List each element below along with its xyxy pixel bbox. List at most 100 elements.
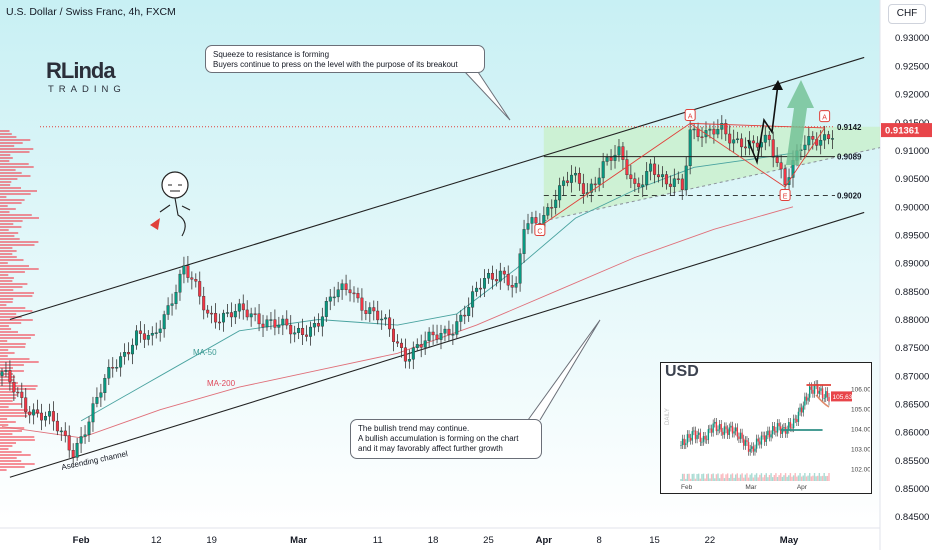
volume-profile-bar [0,280,13,282]
bull-candle [233,311,237,318]
bear-candle [680,178,684,190]
price-levels: 0.9142 0.9089 0.9020 [40,123,862,201]
bear-candle [8,370,12,383]
bear-candle [55,420,59,432]
channel-upper-line [9,56,865,321]
inset-volume-bar [783,475,785,481]
bear-candle [285,318,289,326]
bear-candle [609,157,613,161]
inset-bear-candle [800,407,803,413]
volume-profile-bar [0,136,17,138]
bear-candle [712,128,716,135]
volume-profile-bar [0,370,24,372]
bull-candle [443,328,447,334]
bear-candle [396,341,400,344]
volume-profile-bar [0,241,39,243]
bear-candle [229,312,233,318]
inset-volume-bar [706,474,708,481]
currency-button[interactable]: CHF [888,4,926,24]
inset-bear-candle [725,426,727,430]
inset-bull-candle [786,429,788,434]
bull-candle [32,409,36,416]
volume-profile-bar [0,433,13,435]
bear-candle [360,297,364,311]
bear-candle [664,174,668,185]
bear-candle [214,313,218,323]
bull-candle [162,314,166,330]
volume-profile-bar [0,400,13,402]
volume-profile-bar [0,199,25,201]
inset-volume-bar [802,475,804,481]
inset-bear-candle [810,386,813,390]
volume-profile-bar [0,205,8,207]
inset-volume-bar [776,477,779,481]
bull-candle [249,313,253,318]
inset-bear-candle [768,430,771,438]
volume-profile-bar [0,415,28,417]
inset-bear-candle [722,431,724,435]
inset-y-tick: 106.00 [851,387,870,394]
volume-profile-bar [0,409,28,411]
bull-candle [574,172,578,176]
volume-profile-bar [0,283,28,285]
bull-candle [182,265,186,275]
inset-bear-candle [710,428,713,433]
inset-bear-candle [688,434,690,438]
symbol-title[interactable]: U.S. Dollar / Swiss Franc, 4h, FXCM [6,6,176,18]
moving-averages [1,152,794,439]
inset-volume-bar [768,474,771,481]
volume-profile-bar [0,292,34,294]
volume-profile-bar [0,223,14,225]
bull-candle [467,307,471,317]
inset-y-tick: 102.00 [851,467,870,474]
current-price-tag [881,123,932,138]
inset-bull-candle [797,411,800,422]
time-axis[interactable]: Feb 12 19 Mar 11 18 25 Apr 8 15 22 May [73,535,799,546]
volume-profile-bar [0,337,31,339]
y-tick-label: 0.86500 [895,400,929,411]
inset-volume-bar [797,475,800,481]
bull-candle [119,356,123,368]
inset-volume-bar [734,474,737,481]
y-tick-label: 0.92000 [895,90,929,101]
inset-bull-candle [709,428,711,430]
x-tick-label: 18 [428,535,439,546]
ma200-line [1,206,794,439]
bull-candle [221,312,225,323]
bull-candle [514,283,518,288]
bear-candle [419,344,423,348]
bull-candle [277,324,281,328]
inset-volume-bar [714,478,716,481]
volume-profile-bar [0,304,7,306]
callout-bottom-pointer [527,319,601,421]
bull-candle [688,129,692,167]
price-axis[interactable]: 0.930000.925000.920000.915000.910000.905… [881,33,932,523]
bear-candle [217,321,221,324]
logo-main-text: RLinda [46,58,116,83]
volume-profile-bar [0,331,18,333]
bear-candle [71,450,75,458]
y-tick-label: 0.92500 [895,61,929,72]
inset-bear-candle [741,432,743,439]
bear-candle [190,277,194,280]
bull-candle [415,344,419,348]
bull-candle [661,174,665,178]
volume-profile-bar [0,229,9,231]
bear-candle [206,309,210,314]
inset-volume-bar [823,473,825,481]
inset-volume-bar [744,474,747,481]
inset-bull-candle [717,429,719,432]
volume-profile-bar [0,469,7,471]
character-body [159,197,191,237]
bear-candle [40,412,44,421]
bull-candle [601,161,605,179]
volume-profile-bar [0,169,16,171]
volume-profile-bar [0,457,17,459]
volume-profile-bar [0,436,35,438]
inset-volume-bar [697,473,700,481]
inset-bear-candle [743,438,745,446]
bear-candle [63,430,67,436]
volume-profile-bar [0,148,34,150]
volume-profile-bar [0,343,26,345]
